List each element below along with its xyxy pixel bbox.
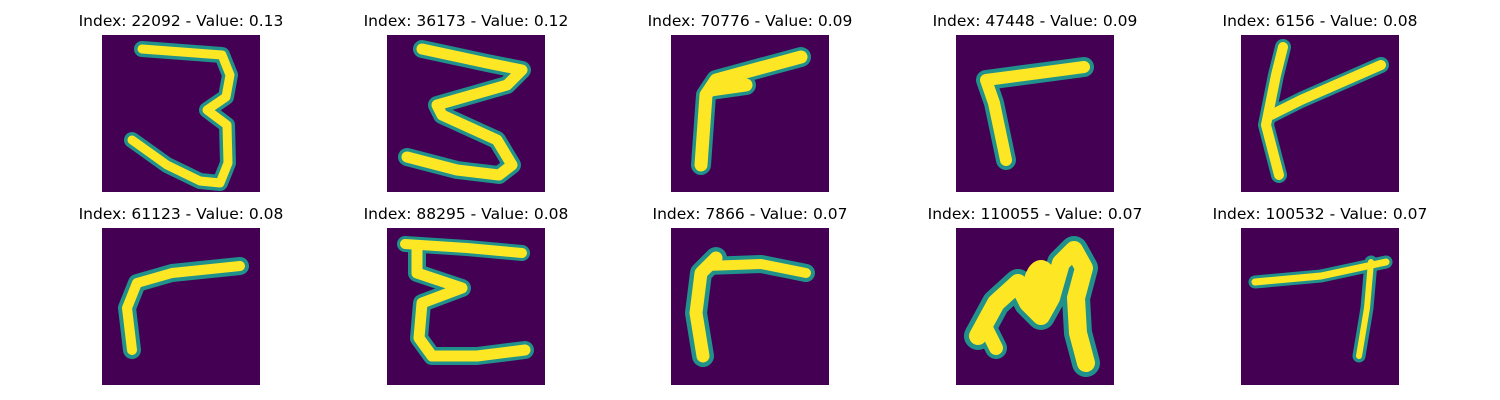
panel-title: Index: 7866 - Value: 0.07 (652, 205, 848, 223)
digit-image (102, 228, 260, 385)
digit-image (102, 35, 260, 192)
digit-image (956, 35, 1114, 192)
panel-title: Index: 110055 - Value: 0.07 (927, 205, 1143, 223)
panel-title: Index: 47448 - Value: 0.09 (932, 12, 1138, 30)
digit-image (671, 228, 829, 385)
panel-title: Index: 22092 - Value: 0.13 (78, 12, 284, 30)
panel-title: Index: 6156 - Value: 0.08 (1222, 12, 1418, 30)
e-icon (397, 236, 534, 365)
digit-image (387, 228, 545, 385)
three-icon (124, 41, 238, 191)
r-icon (685, 247, 815, 367)
panel-title: Index: 88295 - Value: 0.08 (363, 205, 569, 223)
panel-title: Index: 70776 - Value: 0.09 (647, 12, 853, 30)
zigzag-three-icon (398, 40, 531, 184)
panel-title: Index: 100532 - Value: 0.07 (1212, 205, 1428, 223)
m-icon (964, 236, 1100, 377)
digit-image (671, 35, 829, 192)
k-icon (1258, 39, 1389, 183)
digit-image (956, 228, 1114, 385)
r-icon (976, 57, 1094, 170)
digit-image (1241, 228, 1399, 385)
panel-title: Index: 61123 - Value: 0.08 (78, 205, 284, 223)
t-icon (1248, 255, 1393, 363)
digit-image (1241, 35, 1399, 192)
panel-title: Index: 36173 - Value: 0.12 (363, 12, 569, 30)
digit-image (387, 35, 545, 192)
r-icon (118, 257, 249, 359)
slanted-r-icon (691, 47, 811, 175)
